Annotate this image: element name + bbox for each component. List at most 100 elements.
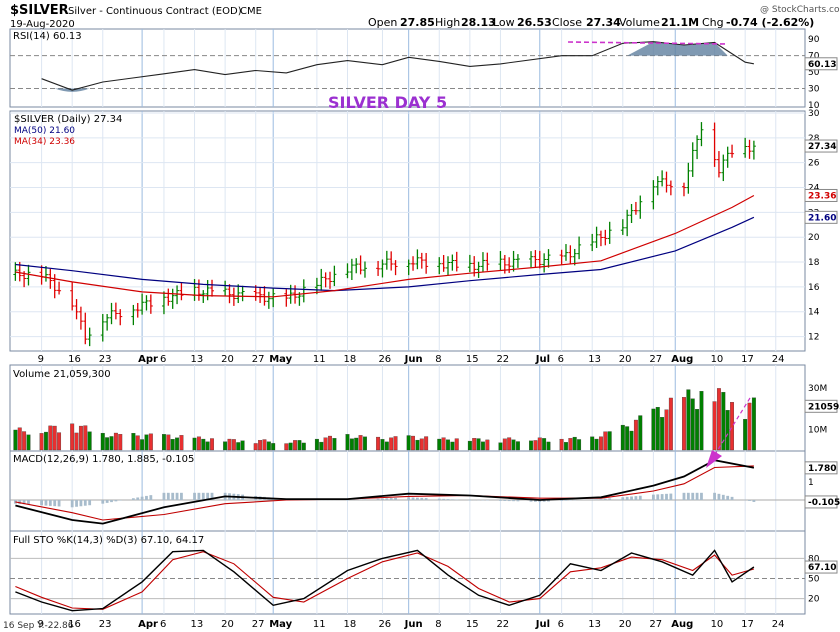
date-tick-label: 26 [378, 354, 391, 365]
volume-bar [594, 438, 599, 451]
macd-histogram-bar [599, 499, 603, 501]
volume-bar [437, 438, 442, 451]
price-tick-label: 28 [808, 134, 820, 144]
volume-bar [498, 442, 503, 451]
date-tick-label: May [269, 354, 292, 365]
macd-histogram-bar [608, 498, 612, 501]
macd-histogram-bar [665, 493, 668, 501]
macd-panel [10, 459, 805, 525]
macd-histogram-bar [166, 492, 170, 501]
volume-bar [481, 441, 485, 451]
volume-panel [13, 388, 756, 451]
macd-histogram-bar [171, 492, 175, 501]
volume-bar [511, 439, 516, 451]
macd-histogram-bar [603, 498, 607, 501]
macd-hist-last-value-box [804, 495, 838, 509]
volume-bar [293, 440, 297, 451]
volume-label: Volume [619, 16, 660, 29]
rsi-overbought-fill [627, 41, 728, 56]
date-tick-label: 20 [221, 354, 234, 365]
volume-bar [148, 433, 153, 451]
date-tick-label: 15 [466, 354, 479, 365]
macd-histogram-bar [197, 492, 201, 501]
volume-bar [13, 429, 18, 451]
date-tick-label-bottom: 24 [772, 619, 785, 630]
volume-bar [349, 438, 354, 451]
macd-line [15, 459, 755, 525]
macd-last-value-box [804, 461, 838, 475]
chg-value: -0.74 (-2.62%) [726, 16, 814, 29]
open-label: Open [368, 16, 397, 29]
rsi-dashed-annotation [567, 41, 729, 45]
volume-bar [664, 409, 669, 451]
date-tick-label: 23 [99, 354, 112, 365]
volume-bar [559, 438, 564, 451]
date-tick-label-bottom: 23 [99, 619, 112, 630]
volume-bar [52, 425, 57, 451]
stochastic-tick-label: 20 [808, 595, 820, 605]
volume-bar [135, 435, 140, 451]
volume-tick-label: 30M [808, 384, 827, 394]
macd-histogram-bar [564, 500, 568, 501]
macd-histogram-bar [656, 494, 660, 501]
stochastic-last-value-box [804, 560, 838, 574]
macd-histogram-bar [118, 500, 122, 501]
volume-bar [332, 438, 337, 451]
price-legend: $SILVER (Daily) 27.34 [14, 114, 122, 125]
volume-bar [441, 437, 446, 451]
volume-bar [240, 440, 245, 451]
volume-bar [345, 434, 350, 451]
volume-bar [690, 398, 695, 451]
date-tick-label-bottom: 27 [252, 619, 265, 630]
date-tick-label: 6 [558, 354, 564, 365]
volume-bar [660, 417, 665, 451]
date-axis: 9 16 23 Apr 6 13 20 27 May 11 18 26 Jun 8 15 22 Jul 6 13 20… [38, 354, 785, 365]
volume-bar [205, 441, 210, 451]
date-tick-label: 9 [38, 354, 44, 365]
volume-bar [695, 409, 700, 451]
date-tick-label: 18 [343, 354, 356, 365]
macd-histogram-bar [420, 497, 424, 501]
volume-bar [161, 434, 166, 451]
macd-histogram-bar [376, 498, 380, 501]
macd-histogram-bar [411, 497, 415, 501]
volume-bar [284, 443, 289, 451]
volume-bar [166, 434, 171, 451]
stochastic-d-line [15, 551, 755, 610]
volume-bar [105, 437, 110, 451]
macd-last-value: 1.780 [808, 464, 836, 474]
macd-histogram-bar [669, 493, 673, 501]
price-tick-label: 12 [808, 333, 819, 343]
date-tick-label-bottom: 13 [588, 619, 601, 630]
price-tick-label: 14 [808, 308, 820, 318]
volume-bar [376, 436, 381, 451]
macd-histogram-bar [193, 492, 196, 501]
date-gridlines [41, 29, 777, 614]
date-tick-label: 20 [619, 354, 632, 365]
stochastic-legend: Full STO %K(14,3) %D(3) 67.10, 64.17 [13, 535, 204, 546]
macd-histogram-bar [638, 495, 642, 501]
volume-bar [319, 441, 324, 451]
volume-bar [118, 434, 123, 451]
date-tick-label-bottom: Jul [535, 619, 550, 630]
volume-bar [686, 389, 691, 451]
date-tick-label-bottom: 27 [649, 619, 662, 630]
volume-bar [297, 440, 302, 451]
macd-histogram-bar [79, 500, 83, 507]
volume-bar [253, 443, 258, 451]
macd-histogram-bar [446, 499, 450, 501]
volume-bar [572, 436, 577, 451]
chg-label: Chg [702, 16, 724, 29]
ma34-last-value-box [804, 188, 838, 202]
macd-tick-label: 1 [808, 478, 814, 488]
macd-histogram-bar [721, 494, 725, 501]
volume-bar [747, 402, 752, 451]
rsi-last-value: 60.13 [808, 60, 836, 70]
macd-histogram-bar [88, 500, 92, 506]
volume-bar [406, 435, 411, 451]
date-tick-label: Apr [138, 354, 158, 365]
volume-bar [393, 436, 398, 451]
date-tick-label-bottom: 11 [313, 619, 326, 630]
volume-bar [271, 443, 276, 451]
silver-day-annotation: SILVER DAY 5 [328, 93, 447, 112]
